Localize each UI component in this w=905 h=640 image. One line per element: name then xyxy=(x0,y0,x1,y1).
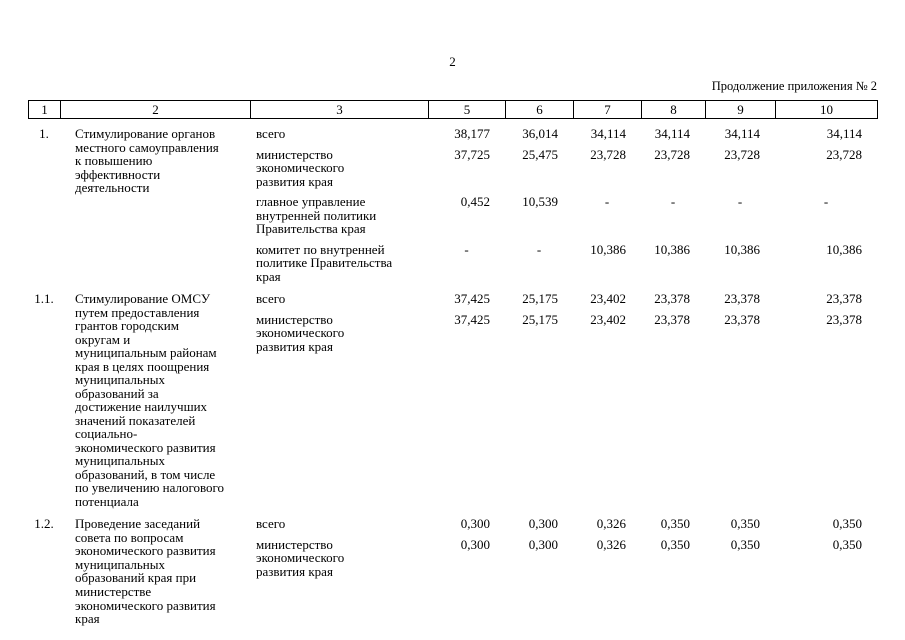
value-cell: 0,350 xyxy=(730,516,760,532)
value-cell: 0,300 xyxy=(528,516,558,532)
value-cell: 38,177 xyxy=(454,126,490,141)
value-cell: 37,725 xyxy=(454,146,490,162)
value-cell: 23,402 xyxy=(590,311,626,327)
header-cell: 1 xyxy=(29,100,61,119)
continuation-note: Продолжение приложения № 2 xyxy=(711,79,877,93)
value-cell: 10,539 xyxy=(522,194,558,210)
entry-row: главное управление внутренней политики П… xyxy=(250,195,877,236)
value-cell: 10,386 xyxy=(654,241,690,257)
value-cell: 34,114 xyxy=(724,126,760,141)
entry-label: всего xyxy=(256,291,286,307)
row-number: 1. xyxy=(39,126,49,141)
value-cell: - xyxy=(536,241,542,257)
value-cell: 0,326 xyxy=(596,536,626,552)
value-cell: 10,386 xyxy=(590,241,626,257)
entry-row: всего 37,425 25,175 23,402 23,378 23,378 23,37… xyxy=(250,292,877,306)
value-cell: 23,378 xyxy=(654,291,690,307)
value-cell: 23,728 xyxy=(590,146,626,162)
value-cell: 23,378 xyxy=(826,311,862,327)
value-cell: 37,425 xyxy=(454,311,490,327)
value-cell: 0,452 xyxy=(460,194,490,210)
table-row: 1.1. Стимулирование ОМСУ путем предоставл… xyxy=(28,292,879,508)
entry-row: министерство экономического развития кра… xyxy=(250,538,877,579)
value-cell: 25,475 xyxy=(522,146,558,162)
entry-label: всего xyxy=(256,126,286,141)
entry-list: всего 0,300 0,300 0,326 0,350 0,350 0,350 минис… xyxy=(250,517,877,578)
value-cell: 0,300 xyxy=(460,536,490,552)
value-cell: 34,114 xyxy=(654,126,690,141)
entry-label: главное управление внутренней политики П… xyxy=(256,194,377,237)
value-cell: 23,728 xyxy=(724,146,760,162)
table-row: 1.2. Проведение заседаний совета по вопро… xyxy=(28,517,879,625)
value-cell: - xyxy=(737,194,743,210)
value-cell: - xyxy=(823,194,829,210)
header-cell: 9 xyxy=(706,100,776,119)
value-cell: 23,378 xyxy=(826,291,862,307)
row-number: 1.2. xyxy=(34,516,54,532)
value-cell: 0,300 xyxy=(460,516,490,532)
value-cell: 25,175 xyxy=(522,291,558,307)
value-cell: 25,175 xyxy=(522,311,558,327)
value-cell: 0,350 xyxy=(832,536,862,552)
value-cell: 23,728 xyxy=(826,146,862,162)
header-cell: 6 xyxy=(506,100,574,119)
header-cell: 7 xyxy=(574,100,642,119)
entry-list: всего 38,177 36,014 34,114 34,114 34,114 34,11… xyxy=(250,127,877,283)
row-number: 1.1. xyxy=(34,291,54,307)
value-cell: 23,378 xyxy=(654,311,690,327)
value-cell: - xyxy=(604,194,610,210)
row-title: Проведение заседаний совета по вопросам … xyxy=(75,516,216,627)
entry-row: всего 0,300 0,300 0,326 0,350 0,350 0,350 xyxy=(250,517,877,531)
value-cell: - xyxy=(464,241,469,257)
row-title: Стимулирование органов местного самоупра… xyxy=(75,126,219,196)
value-cell: 37,425 xyxy=(454,291,490,307)
value-cell: 0,300 xyxy=(528,536,558,552)
entry-row: министерство экономического развития кра… xyxy=(250,146,877,189)
entry-list: всего 37,425 25,175 23,402 23,378 23,378 23,37… xyxy=(250,292,877,353)
value-cell: 36,014 xyxy=(522,126,558,141)
value-cell: 10,386 xyxy=(826,241,862,257)
row-title: Стимулирование ОМСУ путем предоставления… xyxy=(75,291,225,509)
header-cell: 5 xyxy=(429,100,506,119)
value-cell: 0,350 xyxy=(660,536,690,552)
value-cell: 0,350 xyxy=(730,536,760,552)
value-cell: 23,378 xyxy=(724,311,760,327)
header-cell: 8 xyxy=(642,100,706,119)
value-cell: 23,402 xyxy=(590,291,626,307)
entry-row: министерство экономического развития кра… xyxy=(250,311,877,354)
entry-label: министерство экономического развития кра… xyxy=(256,536,345,579)
entry-row: комитет по внутренней политике Правитель… xyxy=(250,241,877,284)
table-body: 1. Стимулирование органов местного самоуп… xyxy=(28,119,879,626)
page-number: 2 xyxy=(449,54,456,69)
value-cell: 23,378 xyxy=(724,291,760,307)
value-cell: - xyxy=(670,194,676,210)
value-cell: 34,114 xyxy=(590,126,626,141)
entry-label: всего xyxy=(256,516,286,532)
value-cell: 0,326 xyxy=(596,516,626,532)
entry-label: министерство экономического развития кра… xyxy=(256,146,345,189)
entry-row: всего 38,177 36,014 34,114 34,114 34,114 34,11… xyxy=(250,127,877,141)
value-cell: 10,386 xyxy=(724,241,760,257)
value-cell: 0,350 xyxy=(832,516,862,532)
header-cell: 10 xyxy=(776,100,878,119)
table-row: 1. Стимулирование органов местного самоуп… xyxy=(28,127,879,283)
value-cell: 0,350 xyxy=(660,516,690,532)
entry-label: комитет по внутренней политике Правитель… xyxy=(256,241,393,284)
appendix-table: 1 2 3 5 6 7 8 9 10 1. Стимулирование органов мест… xyxy=(28,100,879,635)
entry-label: министерство экономического развития кра… xyxy=(256,311,345,354)
value-cell: 34,114 xyxy=(826,126,862,141)
header-cell: 3 xyxy=(251,100,429,119)
table-header-row: 1 2 3 5 6 7 8 9 10 xyxy=(28,100,879,119)
value-cell: 23,728 xyxy=(654,146,690,162)
header-cell: 2 xyxy=(61,100,251,119)
